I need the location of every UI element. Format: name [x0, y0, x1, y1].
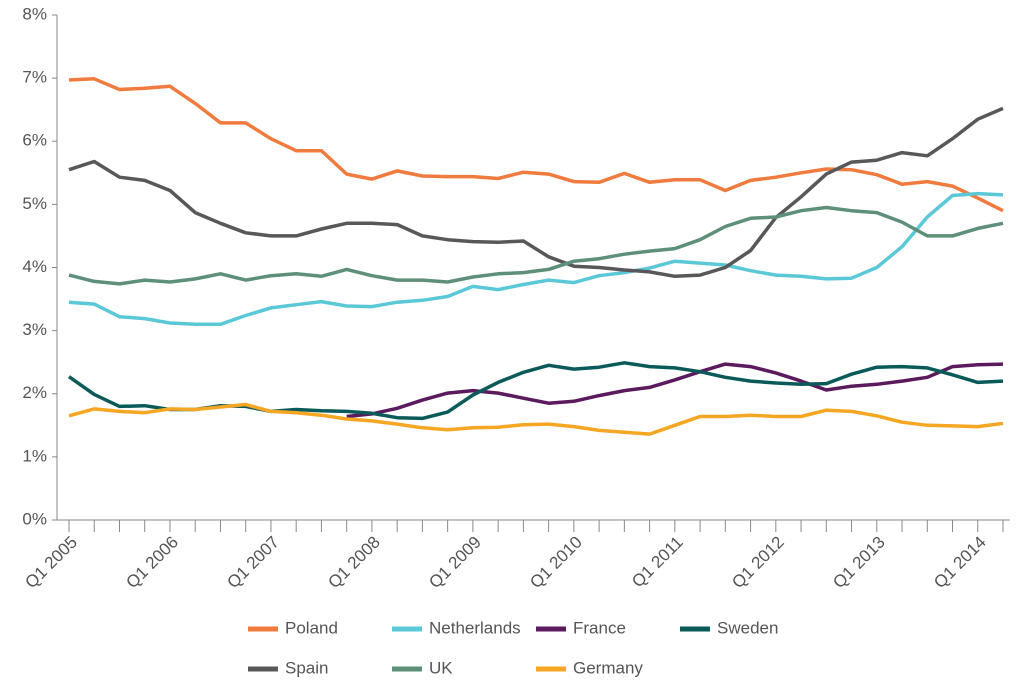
legend-label: UK — [429, 658, 453, 677]
legend-label: Poland — [285, 618, 338, 637]
y-tick-label: 1% — [22, 446, 47, 465]
x-tick-label: Q1 2011 — [628, 533, 687, 592]
legend-label: Netherlands — [429, 618, 521, 637]
legend-label: Sweden — [717, 618, 778, 637]
x-tick-label: Q1 2005 — [21, 533, 81, 593]
x-tick-label: Q1 2007 — [223, 533, 283, 593]
y-tick-label: 5% — [22, 194, 47, 213]
legend-label: France — [573, 618, 626, 637]
series-line — [68, 77, 1004, 213]
series-line — [68, 402, 1004, 436]
x-tick-label: Q1 2012 — [728, 533, 788, 593]
y-tick-label: 3% — [22, 320, 47, 339]
series-line — [346, 362, 1004, 419]
x-tick-label: Q1 2014 — [930, 533, 990, 593]
x-tick-label: Q1 2009 — [425, 533, 485, 593]
x-tick-label: Q1 2006 — [122, 533, 182, 593]
x-tick-label: Q1 2013 — [829, 533, 889, 593]
y-tick-label: 0% — [22, 509, 47, 528]
series-line — [67, 361, 1004, 421]
y-tick-label: 2% — [22, 383, 47, 402]
series-line — [68, 191, 1004, 327]
legend-label: Spain — [285, 658, 328, 677]
y-tick-label: 8% — [22, 4, 47, 23]
x-tick-label: Q1 2010 — [526, 533, 586, 593]
y-tick-label: 4% — [22, 257, 47, 276]
y-tick-label: 6% — [22, 131, 47, 150]
legend-label: Germany — [573, 658, 643, 677]
x-tick-label: Q1 2008 — [324, 533, 384, 593]
series-line — [68, 205, 1004, 286]
series-line — [68, 106, 1004, 279]
y-tick-label: 7% — [22, 68, 47, 87]
